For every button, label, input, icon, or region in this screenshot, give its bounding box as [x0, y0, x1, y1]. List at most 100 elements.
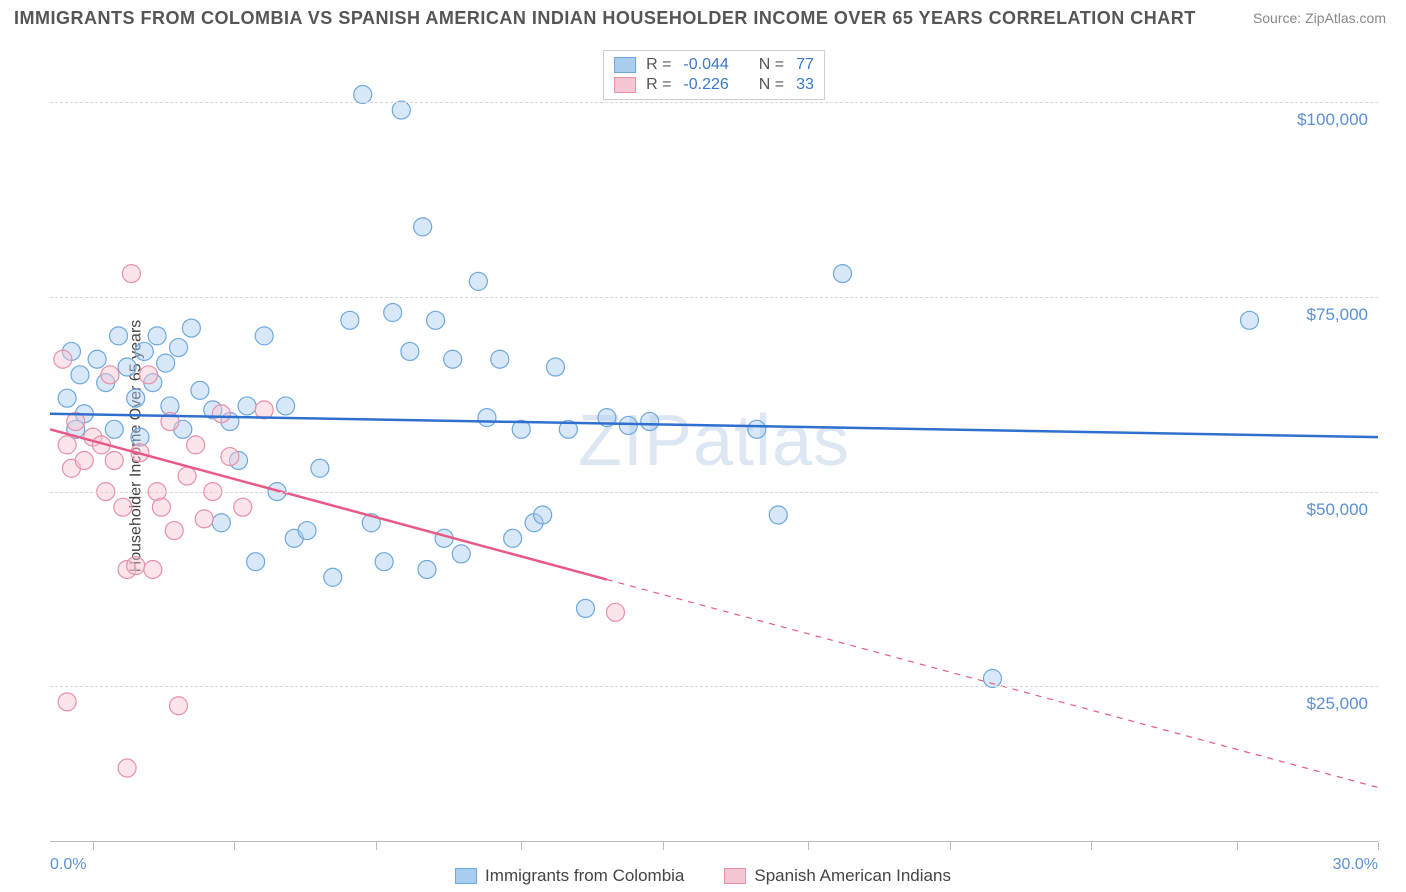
data-point: [341, 311, 359, 329]
data-point: [165, 522, 183, 540]
data-point: [255, 327, 273, 345]
chart-area: ZIPatlas R =-0.044N =77R =-0.226N =33 $2…: [50, 40, 1378, 842]
data-point: [170, 339, 188, 357]
data-point: [195, 510, 213, 528]
x-tick: [663, 842, 664, 850]
data-point: [619, 416, 637, 434]
data-point: [641, 413, 659, 431]
series-legend-item: Spanish American Indians: [724, 866, 951, 886]
data-point: [418, 560, 436, 578]
legend-r-label: R =: [646, 56, 671, 74]
data-point: [212, 514, 230, 532]
y-tick-label: $50,000: [1307, 500, 1368, 520]
data-point: [452, 545, 470, 563]
data-point: [324, 568, 342, 586]
data-point: [127, 557, 145, 575]
gridline: [50, 297, 1378, 298]
data-point: [491, 350, 509, 368]
data-point: [576, 599, 594, 617]
data-point: [392, 101, 410, 119]
legend-swatch: [724, 868, 746, 884]
legend-n-value: 77: [796, 56, 814, 74]
data-point: [148, 327, 166, 345]
x-tick: [376, 842, 377, 850]
data-point: [238, 397, 256, 415]
data-point: [469, 272, 487, 290]
source-label: Source: ZipAtlas.com: [1253, 10, 1386, 26]
x-tick: [808, 842, 809, 850]
data-point: [101, 366, 119, 384]
x-tick: [1378, 842, 1379, 850]
data-point: [54, 350, 72, 368]
series-legend-label: Immigrants from Colombia: [485, 866, 684, 886]
data-point: [71, 366, 89, 384]
data-point: [105, 420, 123, 438]
data-point: [234, 498, 252, 516]
data-point: [140, 366, 158, 384]
data-point: [191, 381, 209, 399]
data-point: [157, 354, 175, 372]
gridline: [50, 686, 1378, 687]
legend-r-label: R =: [646, 76, 671, 94]
legend-n-label: N =: [759, 76, 784, 94]
legend-swatch: [455, 868, 477, 884]
data-point: [1240, 311, 1258, 329]
data-point: [504, 529, 522, 547]
data-point: [118, 358, 136, 376]
legend-swatch: [614, 57, 636, 73]
y-tick-label: $25,000: [1307, 694, 1368, 714]
series-legend: Immigrants from Colombia Spanish American…: [455, 866, 951, 886]
data-point: [58, 436, 76, 454]
data-point: [606, 603, 624, 621]
legend-r-value: -0.226: [683, 76, 728, 94]
data-point: [88, 350, 106, 368]
x-axis: [50, 841, 1378, 842]
data-point: [769, 506, 787, 524]
trend-line: [50, 414, 1378, 437]
x-tick: [234, 842, 235, 850]
data-point: [144, 560, 162, 578]
data-point: [298, 522, 316, 540]
data-point: [384, 304, 402, 322]
legend-r-value: -0.044: [683, 56, 728, 74]
data-point: [178, 467, 196, 485]
data-point: [182, 319, 200, 337]
correlation-legend: R =-0.044N =77R =-0.226N =33: [603, 50, 825, 100]
data-point: [414, 218, 432, 236]
data-point: [401, 342, 419, 360]
data-point: [478, 409, 496, 427]
data-point: [277, 397, 295, 415]
data-point: [534, 506, 552, 524]
x-axis-end-label: 30.0%: [1333, 856, 1378, 874]
legend-row: R =-0.226N =33: [614, 75, 814, 95]
data-point: [187, 436, 205, 454]
trend-line-dashed: [607, 580, 1378, 788]
scatter-plot: [50, 40, 1378, 842]
data-point: [427, 311, 445, 329]
data-point: [75, 451, 93, 469]
data-point: [58, 389, 76, 407]
data-point: [110, 327, 128, 345]
series-legend-item: Immigrants from Colombia: [455, 866, 684, 886]
x-tick: [950, 842, 951, 850]
data-point: [311, 459, 329, 477]
data-point: [212, 405, 230, 423]
chart-title: IMMIGRANTS FROM COLOMBIA VS SPANISH AMER…: [14, 8, 1196, 29]
data-point: [122, 265, 140, 283]
gridline: [50, 102, 1378, 103]
x-tick: [93, 842, 94, 850]
data-point: [105, 451, 123, 469]
legend-swatch: [614, 77, 636, 93]
data-point: [748, 420, 766, 438]
data-point: [834, 265, 852, 283]
data-point: [546, 358, 564, 376]
gridline: [50, 492, 1378, 493]
data-point: [247, 553, 265, 571]
series-legend-label: Spanish American Indians: [754, 866, 951, 886]
y-tick-label: $100,000: [1297, 110, 1368, 130]
x-tick: [1237, 842, 1238, 850]
data-point: [152, 498, 170, 516]
data-point: [983, 669, 1001, 687]
data-point: [444, 350, 462, 368]
data-point: [354, 86, 372, 104]
